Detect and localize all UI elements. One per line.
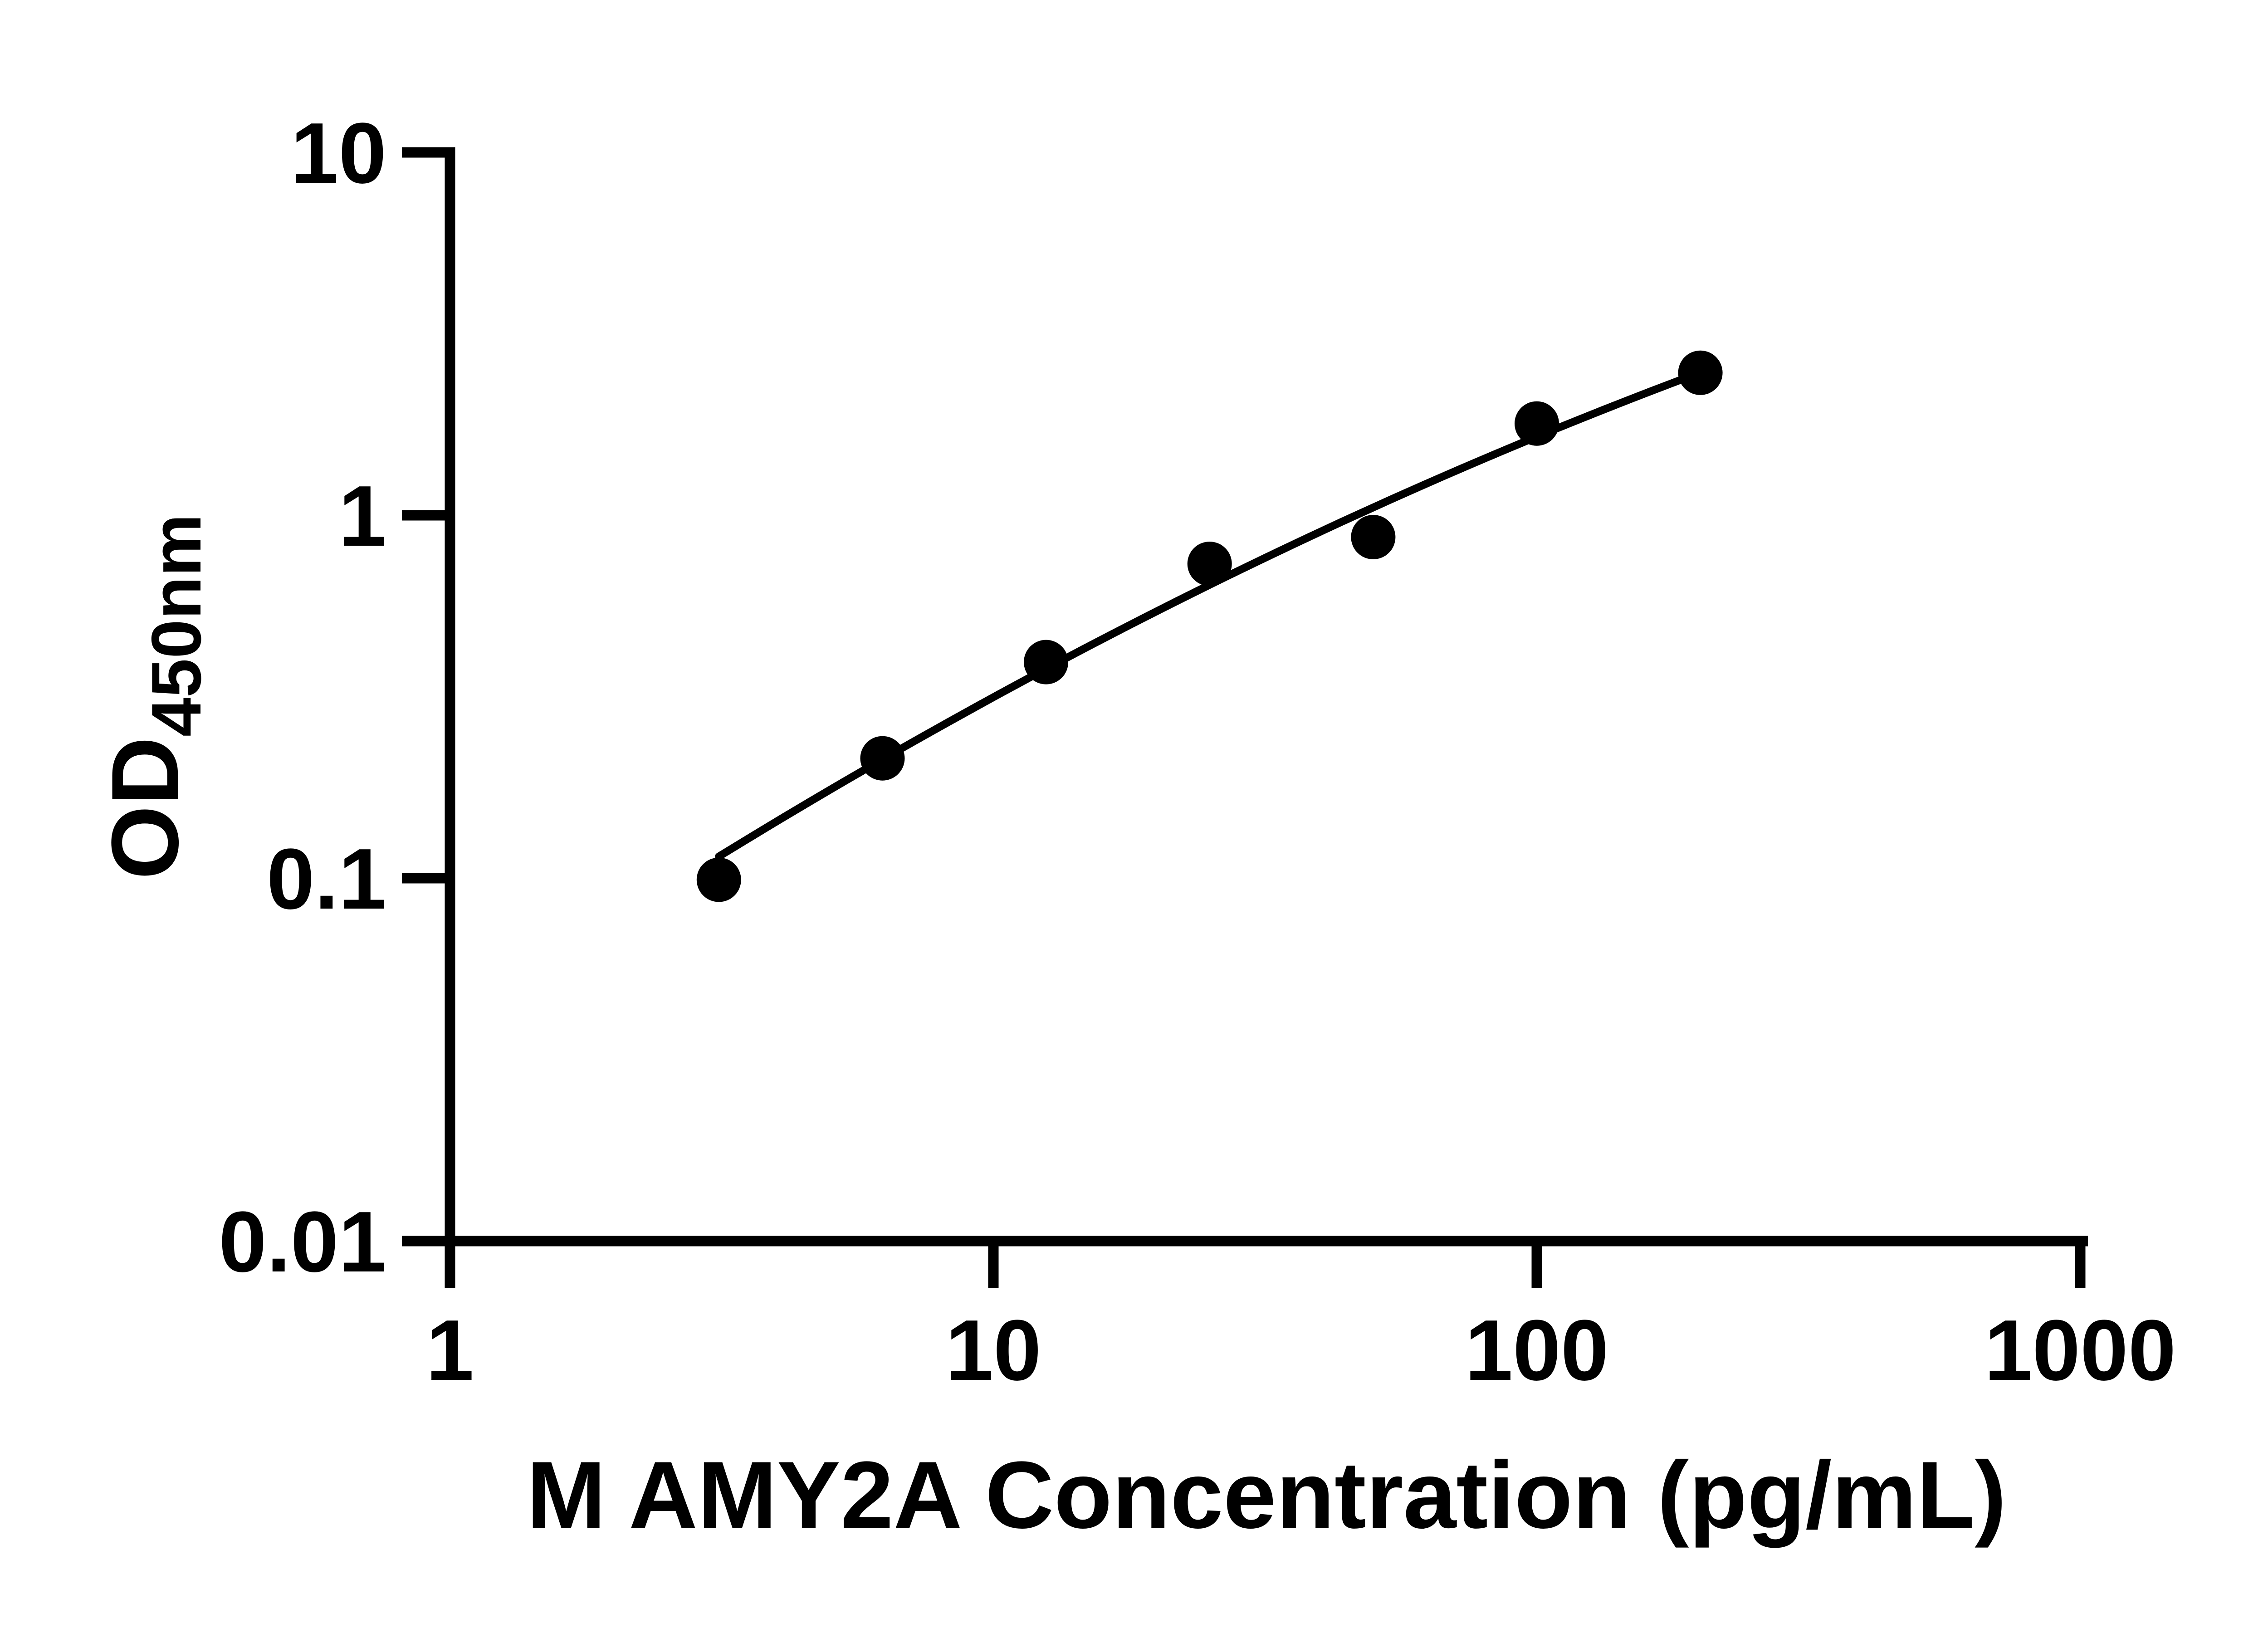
data-point (1024, 640, 1069, 684)
data-point (1515, 401, 1559, 446)
data-point (1678, 350, 1723, 395)
plot-area: 10 1 0.1 0.01 1 10 100 1000 (219, 105, 2176, 1398)
y-tick-label: 0.01 (219, 1194, 386, 1290)
y-axis-title-main: OD (92, 737, 198, 880)
y-tick-label: 10 (291, 105, 386, 201)
data-point (696, 857, 741, 902)
data-point (1351, 515, 1396, 559)
y-axis-title-subscript: 450nm (137, 514, 215, 737)
data-point (1187, 542, 1232, 586)
x-tick-label: 1 (426, 1302, 474, 1398)
y-tick-label: 1 (338, 468, 386, 564)
x-tick-label: 10 (945, 1302, 1041, 1398)
x-axis-title: M AMY2A Concentration (pg/mL) (527, 1442, 2007, 1548)
y-axis-title: OD450nm (92, 514, 215, 880)
data-point (860, 736, 905, 781)
fit-curve (715, 368, 1705, 861)
x-tick-label: 1000 (1984, 1302, 2176, 1398)
y-tick-label: 0.1 (267, 831, 386, 927)
x-tick-label: 100 (1465, 1302, 1608, 1398)
